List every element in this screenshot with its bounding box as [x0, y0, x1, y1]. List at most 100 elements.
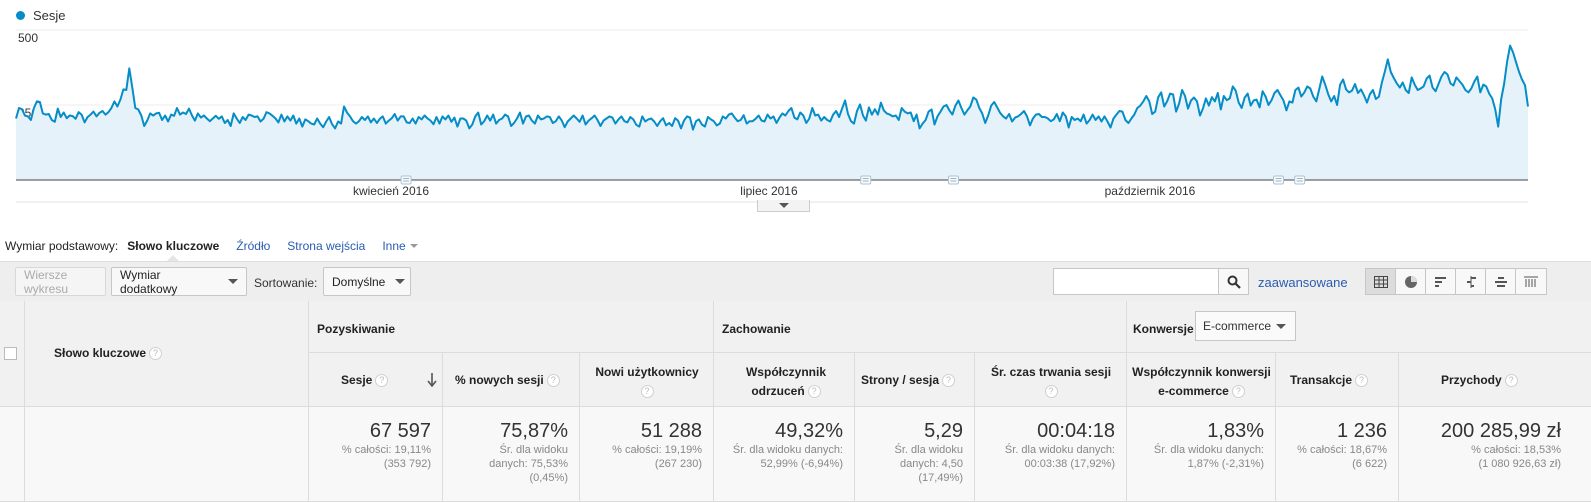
total-avg-duration-sub1: Śr. dla widoku danych:	[1004, 444, 1115, 456]
help-icon[interactable]: ?	[1504, 374, 1518, 388]
dimension-source-link[interactable]: Źródło	[236, 239, 271, 253]
group-behavior-label: Zachowanie	[722, 322, 791, 336]
total-bounce-rate-cell: 49,32% Śr. dla widoku danych: 52,99% (-6…	[714, 407, 855, 502]
advanced-filter-link[interactable]: zaawansowane	[1258, 275, 1348, 290]
col-transactions-header[interactable]: Transakcje?	[1276, 353, 1399, 407]
help-icon[interactable]: ?	[375, 374, 389, 388]
view-pivot-button[interactable]	[1516, 269, 1546, 294]
col-sessions-header[interactable]: Sesje?	[309, 353, 443, 407]
total-revenue-value: 200 285,99 zł	[1440, 420, 1561, 442]
total-new-sessions-cell: 75,87% Śr. dla widoku danych: 75,53% (0,…	[443, 407, 580, 502]
pie-chart-icon	[1404, 275, 1417, 288]
total-bounce-rate-value: 49,32%	[775, 420, 843, 442]
keyword-header-label: Słowo kluczowe?	[54, 346, 163, 361]
col-avg-duration-header[interactable]: Śr. czas trwania sesji?	[975, 353, 1127, 407]
plot-rows-button[interactable]: Wiersze wykresu	[15, 267, 106, 296]
col-bounce-rate-label: Współczynnik odrzuceń?	[732, 363, 840, 401]
total-bounce-rate-sub1: Śr. dla widoku danych:	[732, 444, 843, 456]
annotation-marker-icon	[400, 175, 412, 185]
data-table: Słowo kluczowe? Pozyskiwanie Zachowanie …	[0, 301, 1591, 502]
secondary-dimension-label: Wymiar dodatkowy	[120, 267, 178, 296]
x-tick-label-2: październik 2016	[1105, 184, 1196, 198]
help-icon[interactable]: ?	[807, 385, 821, 399]
sort-desc-arrow-icon[interactable]	[427, 373, 437, 387]
conversions-type-dropdown[interactable]: E-commerce	[1195, 311, 1296, 341]
primary-dimension-bar: Wymiar podstawowy: Słowo kluczowe Źródło…	[0, 236, 418, 261]
totals-checkbox-cell	[0, 407, 25, 502]
select-all-cell	[0, 301, 25, 407]
total-transactions-cell: 1 236 % całości: 18,67% (6 622)	[1276, 407, 1399, 502]
bar-chart-icon	[1434, 276, 1446, 287]
col-revenue-label: Przychody?	[1441, 371, 1518, 390]
help-icon[interactable]: ?	[1044, 385, 1058, 399]
sort-type-dropdown[interactable]: Domyślne	[323, 267, 411, 296]
table-grid-icon	[1373, 275, 1388, 288]
col-new-sessions-label: % nowych sesji?	[455, 371, 560, 390]
total-new-sessions-value: 75,87%	[500, 420, 568, 442]
x-tick-label-0: kwiecień 2016	[353, 184, 429, 198]
dimension-other-dropdown[interactable]: Inne	[382, 239, 418, 253]
sort-type-value: Domyślne	[332, 274, 386, 289]
group-acquisition-label: Pozyskiwanie	[317, 322, 396, 336]
group-behavior: Zachowanie	[714, 301, 1127, 353]
total-ecommerce-rate-sub1: Śr. dla widoku danych:	[1153, 444, 1264, 456]
keyword-column-header[interactable]: Słowo kluczowe?	[25, 301, 309, 407]
group-acquisition: Pozyskiwanie	[309, 301, 714, 353]
view-comparison-button[interactable]	[1456, 269, 1486, 294]
col-sessions-text: Sesje	[341, 373, 373, 387]
total-revenue-sub2: (1 080 926,63 zł)	[1478, 458, 1561, 470]
total-transactions-value: 1 236	[1336, 420, 1387, 442]
total-sessions-value: 67 597	[369, 420, 431, 442]
view-data-table-button[interactable]	[1366, 269, 1396, 294]
col-new-sessions-header[interactable]: % nowych sesji?	[443, 353, 580, 407]
total-sessions-sub2: (353 792)	[383, 458, 431, 470]
col-sessions-label: Sesje?	[341, 371, 389, 390]
col-bounce-rate-header[interactable]: Współczynnik odrzuceń?	[714, 353, 855, 407]
col-revenue-header[interactable]: Przychody?	[1399, 353, 1591, 407]
col-ecommerce-rate-header[interactable]: Współczynnik konwersji e-commerce?	[1127, 353, 1276, 407]
search-icon	[1227, 275, 1241, 289]
view-performance-button[interactable]	[1426, 269, 1456, 294]
total-pages-session-sub1: Śr. dla widoku	[894, 444, 963, 456]
help-icon[interactable]: ?	[546, 374, 560, 388]
sessions-line	[15, 44, 1529, 131]
col-new-users-header[interactable]: Nowi użytkownicy?	[580, 353, 714, 407]
total-new-users-sub2: (267 230)	[654, 458, 702, 470]
col-new-sessions-text: % nowych sesji	[455, 373, 544, 387]
secondary-dimension-dropdown[interactable]: Wymiar dodatkowy	[111, 267, 247, 296]
col-new-users-label: Nowi użytkownicy?	[580, 363, 714, 401]
annotation-marker-icon	[947, 175, 959, 185]
view-term-cloud-button[interactable]	[1486, 269, 1516, 294]
col-transactions-label: Transakcje?	[1290, 371, 1369, 390]
col-pages-session-text: Strony / sesja	[861, 373, 940, 387]
total-new-users-sub1: % całości: 19,19%	[612, 444, 702, 456]
pivot-icon	[1524, 276, 1538, 287]
search-button[interactable]	[1218, 268, 1249, 295]
annotation-marker-icon	[1273, 175, 1285, 185]
help-icon[interactable]: ?	[942, 374, 956, 388]
table-search-input[interactable]	[1053, 268, 1219, 295]
total-new-sessions-sub2: danych: 75,53%	[489, 458, 568, 470]
help-icon[interactable]: ?	[640, 385, 654, 399]
sort-label: Sortowanie:	[254, 276, 318, 290]
select-all-checkbox[interactable]	[4, 347, 17, 360]
col-ecommerce-rate-text: Współczynnik konwersji e-commerce	[1132, 365, 1271, 398]
col-pages-session-header[interactable]: Strony / sesja?	[855, 353, 975, 407]
collapse-chart-button[interactable]	[757, 200, 810, 212]
help-icon[interactable]: ?	[1355, 374, 1369, 388]
view-pie-button[interactable]	[1396, 269, 1426, 294]
help-icon[interactable]: ?	[1231, 385, 1245, 399]
dimension-keyword-active[interactable]: Słowo kluczowe	[127, 239, 220, 261]
dimension-landing-page-link[interactable]: Strona wejścia	[287, 239, 366, 253]
totals-keyword-cell	[25, 407, 309, 502]
caret-down-icon	[395, 279, 406, 284]
primary-dimension-label: Wymiar podstawowy:	[5, 239, 119, 253]
total-sessions-sub1: % całości: 19,11%	[341, 444, 431, 456]
col-bounce-rate-text: Współczynnik odrzuceń	[745, 365, 826, 398]
caret-down-icon	[409, 244, 418, 248]
help-icon[interactable]: ?	[149, 347, 163, 361]
chart-legend[interactable]: Sesje	[16, 8, 66, 23]
total-revenue-sub1: % całości: 18,53%	[1471, 444, 1561, 456]
col-avg-duration-text: Śr. czas trwania sesji	[990, 365, 1112, 379]
